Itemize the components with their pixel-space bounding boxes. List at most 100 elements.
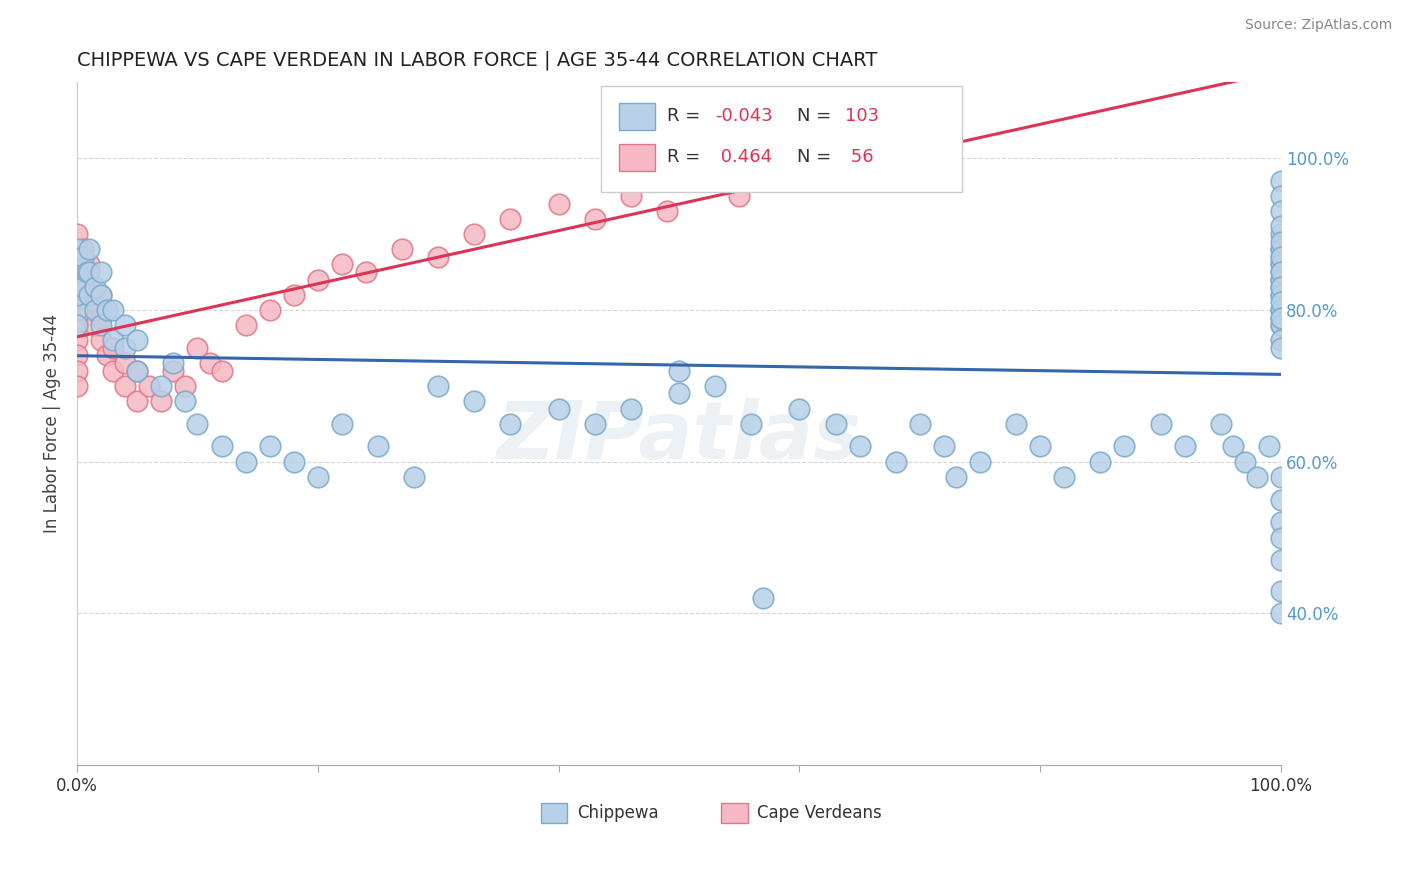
Point xyxy=(655,204,678,219)
Point xyxy=(138,379,160,393)
Point xyxy=(1029,440,1052,454)
Point xyxy=(259,440,281,454)
Point xyxy=(908,417,931,431)
Point xyxy=(1270,242,1292,256)
Point xyxy=(66,280,89,294)
Point xyxy=(789,151,811,165)
Point xyxy=(620,401,643,416)
Text: Cape Verdeans: Cape Verdeans xyxy=(758,804,882,822)
Point xyxy=(77,242,100,256)
Text: R =: R = xyxy=(666,148,706,167)
Point xyxy=(259,302,281,317)
Point xyxy=(1270,287,1292,301)
Point xyxy=(813,166,835,180)
Point xyxy=(114,356,136,370)
Point xyxy=(1270,302,1292,317)
Point xyxy=(76,265,98,279)
Point xyxy=(66,250,89,264)
Point xyxy=(307,470,329,484)
Point xyxy=(547,401,569,416)
Point xyxy=(84,280,107,294)
Point xyxy=(66,227,89,241)
Point xyxy=(740,417,762,431)
Point xyxy=(620,189,643,203)
Point xyxy=(969,455,991,469)
Point xyxy=(692,174,714,188)
Point xyxy=(789,401,811,416)
Point xyxy=(1005,417,1028,431)
Point xyxy=(103,333,125,347)
Point xyxy=(66,379,89,393)
Point xyxy=(84,295,107,310)
Point xyxy=(66,318,89,332)
Point xyxy=(1270,242,1292,256)
Point xyxy=(463,227,485,241)
Point xyxy=(728,189,751,203)
Point xyxy=(427,250,450,264)
Point xyxy=(1258,440,1281,454)
Point xyxy=(1270,318,1292,332)
Point xyxy=(174,379,197,393)
Point xyxy=(96,348,118,362)
Point xyxy=(114,318,136,332)
Point xyxy=(391,242,413,256)
Point xyxy=(1270,333,1292,347)
Point xyxy=(77,265,100,279)
Point xyxy=(66,363,89,377)
Point xyxy=(283,287,305,301)
Point xyxy=(198,356,221,370)
Point xyxy=(1270,174,1292,188)
FancyBboxPatch shape xyxy=(540,803,567,823)
Point xyxy=(752,591,775,606)
Point xyxy=(824,417,846,431)
Point xyxy=(1114,440,1136,454)
Point xyxy=(127,363,149,377)
Point xyxy=(150,394,173,409)
Point xyxy=(103,341,125,355)
Point xyxy=(307,272,329,286)
Point xyxy=(668,386,690,401)
Point xyxy=(1149,417,1171,431)
Point xyxy=(1270,287,1292,301)
Point xyxy=(499,211,522,226)
Point xyxy=(583,211,606,226)
Point xyxy=(66,272,89,286)
Point xyxy=(103,363,125,377)
Text: Source: ZipAtlas.com: Source: ZipAtlas.com xyxy=(1244,18,1392,32)
Point xyxy=(1246,470,1268,484)
Point xyxy=(235,318,257,332)
Point xyxy=(1270,295,1292,310)
FancyBboxPatch shape xyxy=(619,103,655,130)
Point xyxy=(76,287,98,301)
Point xyxy=(150,379,173,393)
Point xyxy=(72,280,94,294)
Point xyxy=(330,417,353,431)
Point xyxy=(1270,516,1292,530)
Point xyxy=(1270,235,1292,249)
Point xyxy=(1270,302,1292,317)
Point xyxy=(1270,531,1292,545)
Point xyxy=(1270,265,1292,279)
Text: 103: 103 xyxy=(845,107,879,126)
Point xyxy=(1270,265,1292,279)
Point xyxy=(1270,272,1292,286)
Point xyxy=(330,257,353,271)
Point xyxy=(114,379,136,393)
Y-axis label: In Labor Force | Age 35-44: In Labor Force | Age 35-44 xyxy=(44,314,60,533)
FancyBboxPatch shape xyxy=(600,86,962,192)
FancyBboxPatch shape xyxy=(721,803,748,823)
Point xyxy=(1270,310,1292,325)
Point xyxy=(884,455,907,469)
Point xyxy=(127,394,149,409)
Point xyxy=(427,379,450,393)
Point xyxy=(1270,318,1292,332)
Point xyxy=(72,250,94,264)
Point xyxy=(72,242,94,256)
Point xyxy=(1270,280,1292,294)
Point xyxy=(174,394,197,409)
Point xyxy=(90,287,112,301)
Point xyxy=(72,265,94,279)
Point xyxy=(1270,189,1292,203)
Point xyxy=(1270,341,1292,355)
Point xyxy=(66,257,89,271)
